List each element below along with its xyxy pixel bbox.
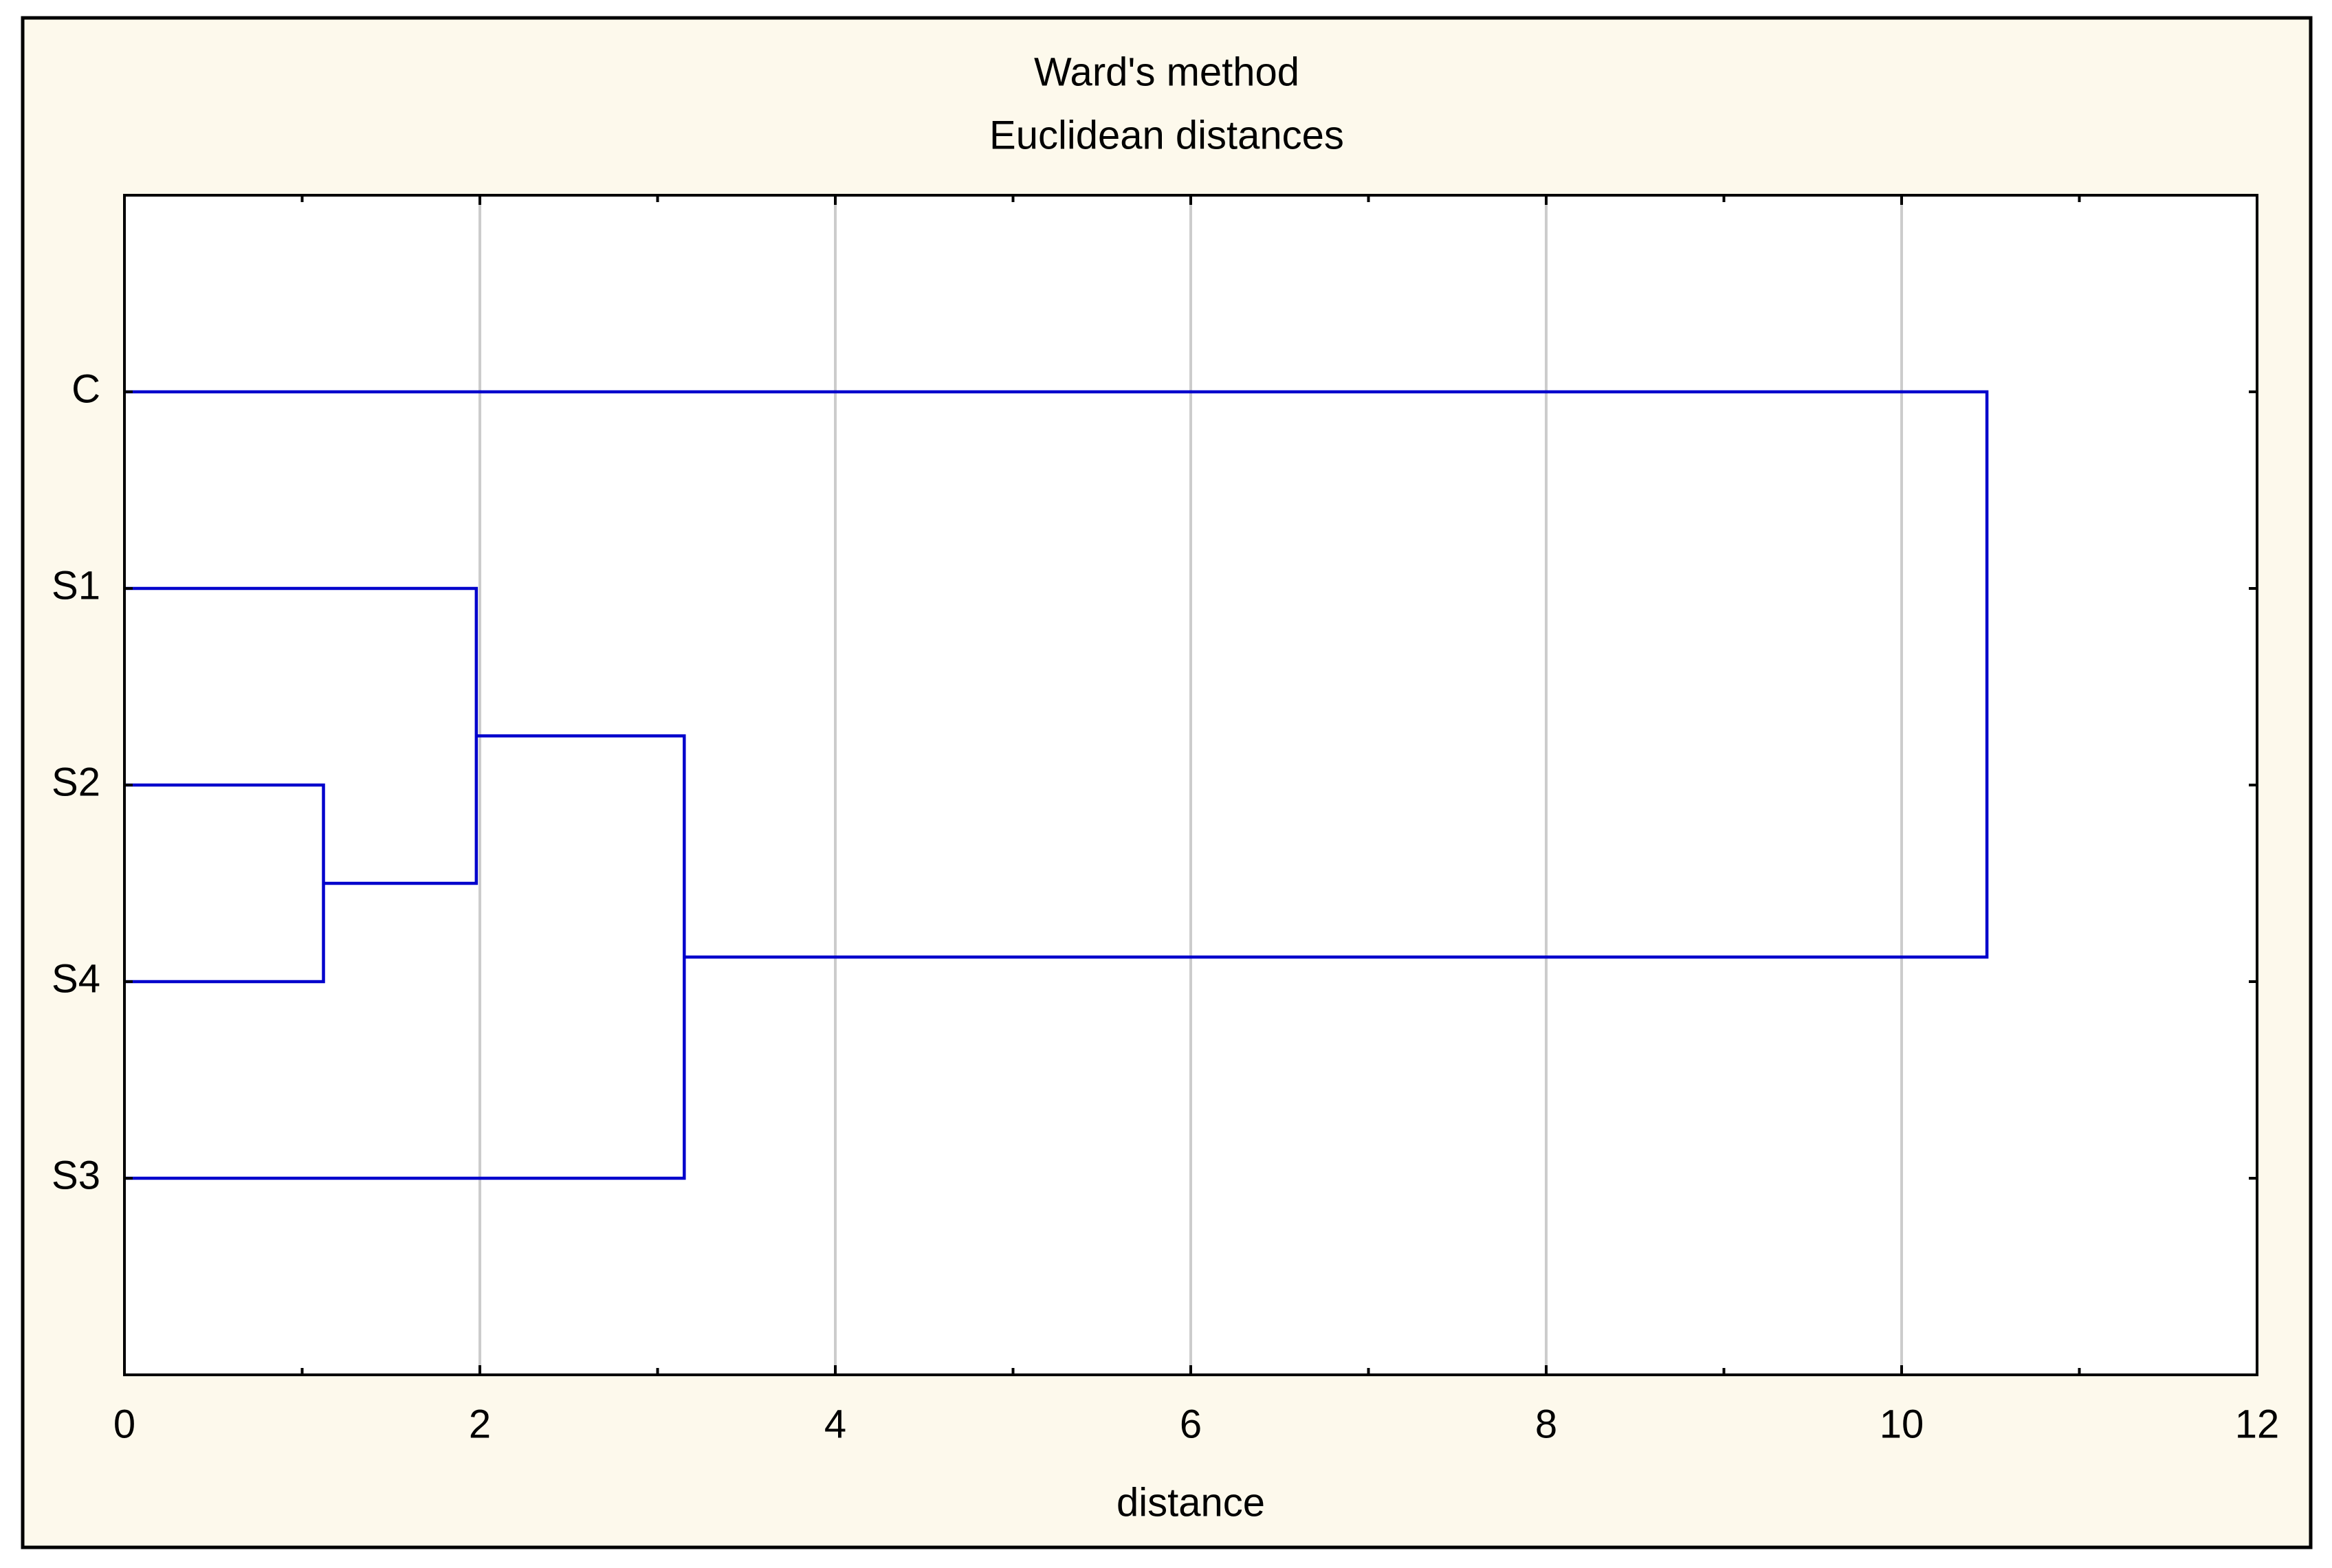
x-tick-label: 2 — [469, 1402, 491, 1446]
x-tick-label: 0 — [113, 1402, 135, 1446]
x-tick-label: 10 — [1880, 1402, 1924, 1446]
chart-title: Ward's method — [1034, 49, 1299, 94]
x-tick-label: 12 — [2235, 1402, 2280, 1446]
y-tick-label: S2 — [52, 760, 100, 804]
y-tick-label: S1 — [52, 563, 100, 608]
x-tick-label: 6 — [1180, 1402, 1202, 1446]
x-tick-label: 4 — [824, 1402, 846, 1446]
chart-subtitle: Euclidean distances — [989, 113, 1344, 157]
y-tick-label: S3 — [52, 1153, 100, 1197]
marks — [124, 390, 1989, 1180]
x-tick-label: 8 — [1535, 1402, 1557, 1446]
y-tick-label: C — [72, 366, 100, 411]
y-tick-label: S4 — [52, 956, 100, 1001]
x-axis-label: distance — [1116, 1480, 1265, 1525]
dendrogram-link — [124, 390, 1989, 959]
